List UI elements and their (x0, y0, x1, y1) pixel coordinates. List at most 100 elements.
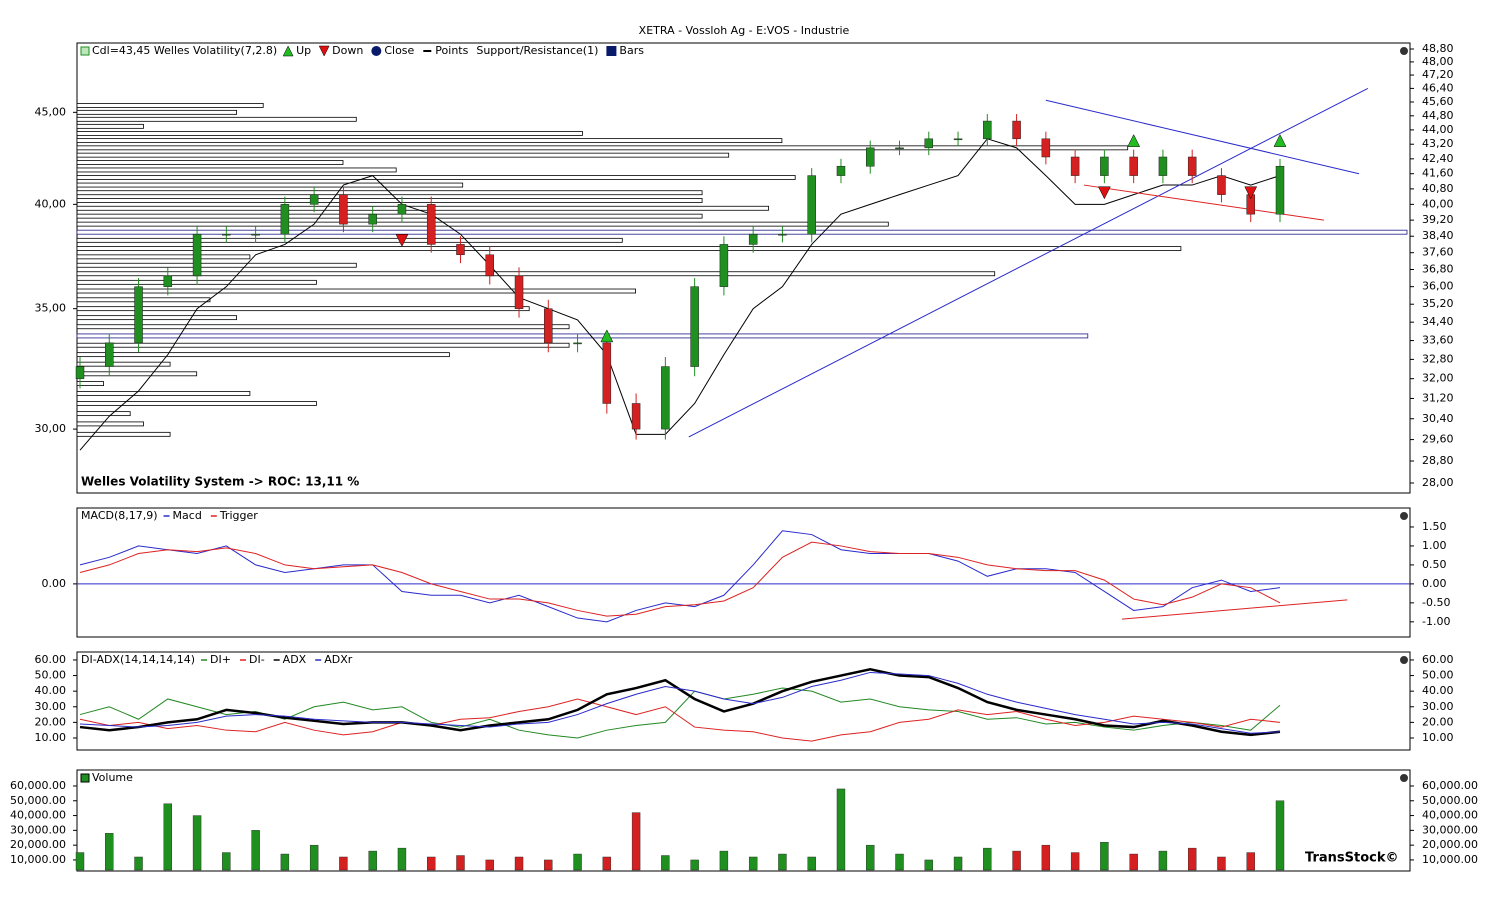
legend-label: DI- (249, 653, 265, 666)
volume-bar (1041, 844, 1051, 871)
volume-profile-bar (76, 103, 264, 108)
volume-bar (1275, 800, 1285, 871)
volume-profile-bar (76, 145, 1129, 151)
watermark: TransStock© (1305, 851, 1398, 866)
signal-down (395, 234, 409, 247)
candle-body (631, 403, 641, 430)
y2-tick-label: 46,40 (1422, 81, 1454, 94)
y2-tick-label: 41,60 (1422, 167, 1454, 180)
y2-tick-label: 28,80 (1422, 454, 1454, 467)
volume-profile-bar (76, 198, 703, 203)
y2-tick-label: 30.00 (1422, 700, 1454, 713)
candle-body (1100, 156, 1109, 176)
candle-body (778, 233, 787, 236)
y2-tick-label: 32,80 (1422, 352, 1454, 365)
close-icon[interactable] (1399, 773, 1409, 783)
volume-profile-bar (76, 306, 530, 312)
candle-body (661, 366, 670, 430)
volume-bar (251, 830, 260, 871)
y2-tick-label: 44,00 (1422, 123, 1454, 136)
y2-tick-label: 10.00 (1422, 731, 1454, 744)
close-icon[interactable] (1399, 655, 1409, 665)
y2-tick-label: 20.00 (1422, 715, 1454, 728)
legend-label: ADXr (324, 653, 353, 666)
legend-symbol (282, 45, 294, 57)
y-tick-label: 40,000.00 (10, 809, 66, 822)
candle-body (1217, 175, 1226, 195)
candle-body (163, 275, 173, 287)
volume-profile-bar (76, 391, 251, 396)
y2-tick-label: -1.00 (1422, 615, 1450, 628)
candle-body (222, 233, 231, 236)
volume-bar (1100, 841, 1109, 871)
y-tick-label: 20.00 (35, 715, 67, 728)
volume-profile-bar (76, 401, 317, 406)
legend-symbol (318, 45, 330, 57)
series-line (79, 668, 1281, 737)
y2-tick-label: 1.50 (1422, 520, 1447, 533)
candle-body (485, 254, 495, 277)
volume-profile-bar (76, 342, 570, 348)
volume-profile-bar (76, 229, 1408, 235)
chart-title: XETRA - Vossloh Ag - E:VOS - Industrie (639, 24, 850, 37)
candle-body (251, 233, 260, 236)
y2-tick-label: 40,00 (1422, 197, 1454, 210)
volume-bar (456, 855, 465, 871)
volume-bar (192, 815, 202, 871)
y2-tick-label: 44,80 (1422, 109, 1454, 122)
y-tick-label: 10,000.00 (10, 853, 66, 866)
volume-profile-bar (76, 288, 636, 294)
y2-tick-label: 32,00 (1422, 372, 1454, 385)
y2-tick-label: 36,80 (1422, 262, 1454, 275)
volume-profile-bar (76, 237, 623, 243)
volume-profile-bar (76, 138, 783, 144)
volume-profile-bar (76, 246, 1182, 251)
volume-profile-bar (76, 175, 796, 180)
legend-label: Up (296, 44, 311, 57)
candle-body (748, 233, 758, 245)
candle-body (426, 204, 436, 245)
price-panel (76, 42, 1411, 494)
y2-tick-label: 48,80 (1422, 42, 1454, 55)
volume-bar (836, 788, 846, 871)
y2-tick-label: 36,00 (1422, 280, 1454, 293)
candle-body (865, 147, 875, 167)
volume-bar (280, 853, 290, 871)
candle-body (1129, 156, 1138, 176)
y-tick-label: 50.00 (35, 669, 67, 682)
volume-profile-bar (76, 254, 251, 260)
close-icon[interactable] (1399, 46, 1409, 56)
signal-up (1127, 134, 1141, 147)
volume-profile-bar (76, 160, 344, 165)
y-tick-label: 30,00 (35, 422, 67, 435)
series-line (79, 541, 1281, 617)
y2-tick-label: 35,20 (1422, 297, 1454, 310)
close-icon[interactable] (1399, 511, 1409, 521)
volume-profile-bar (76, 123, 144, 129)
volume-bar (748, 856, 758, 871)
volume-profile-bar (76, 411, 131, 417)
candle-body (1041, 138, 1051, 158)
series-line (79, 698, 1281, 742)
candle-body (105, 342, 114, 367)
volume-profile-bar (76, 361, 171, 367)
volume-bar (778, 853, 787, 871)
y2-tick-label: 47,20 (1422, 68, 1454, 81)
volume-bar (368, 850, 377, 871)
y2-tick-label: 30,40 (1422, 412, 1454, 425)
candle-body (368, 213, 377, 225)
y2-tick-label: 50.00 (1422, 669, 1454, 682)
volatility-stop-line (79, 138, 1281, 451)
y2-tick-label: 42,40 (1422, 152, 1454, 165)
y2-tick-label: 37,60 (1422, 246, 1454, 259)
y2-tick-label: 30,000.00 (1422, 823, 1478, 836)
candle-body (836, 165, 846, 176)
macd-panel (76, 507, 1411, 638)
y-tick-label: 20,000.00 (10, 838, 66, 851)
y2-tick-label: 45,60 (1422, 95, 1454, 108)
candle-body (75, 366, 85, 379)
volume-bar (1129, 853, 1138, 871)
volume-profile-bar (76, 421, 144, 427)
